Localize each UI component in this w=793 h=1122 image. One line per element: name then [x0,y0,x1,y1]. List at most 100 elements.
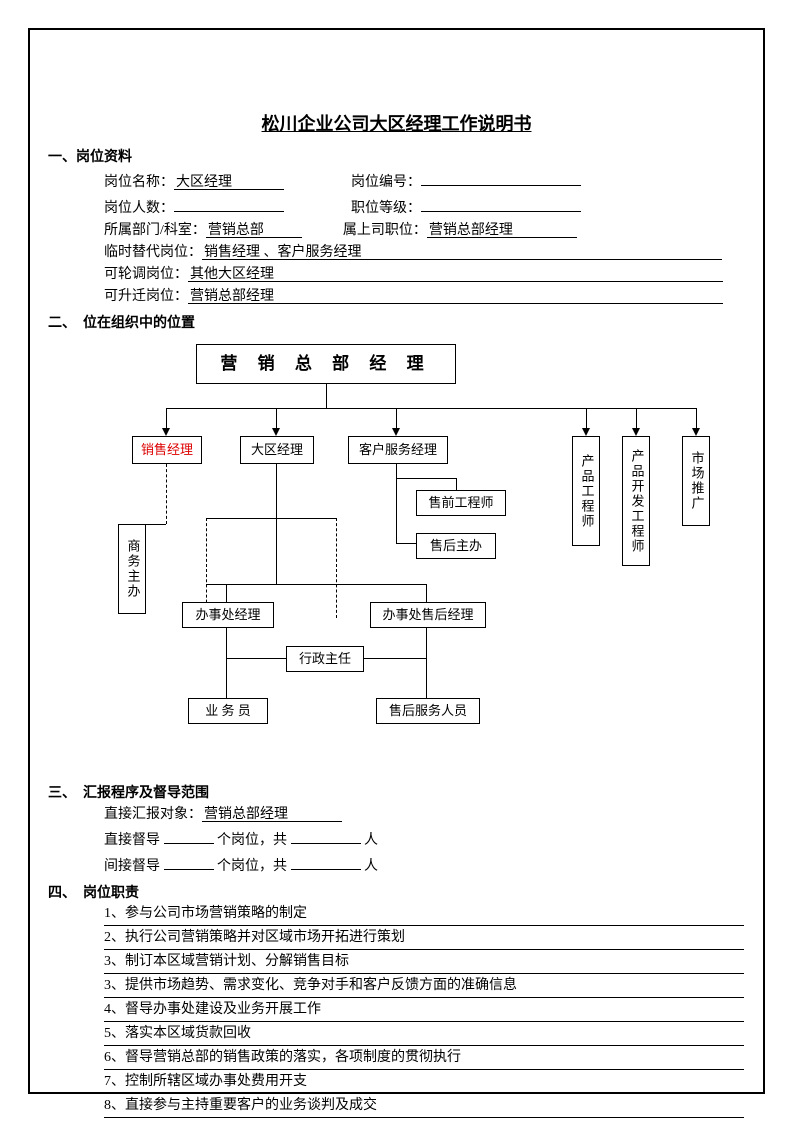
arrow-icon [392,428,400,436]
name-label: 岗位名称： [104,175,174,190]
blank [164,826,214,844]
line [206,518,276,519]
pos-unit: 个岗位，共 [217,859,287,874]
row-promote: 可升迁岗位：营销总部经理 [48,286,745,308]
node-aftersales-sup: 售后主办 [416,533,496,559]
node-presales: 售前工程师 [416,490,506,516]
line [326,384,327,408]
line [396,408,397,430]
section-2-head: 二、 位在组织中的位置 [48,312,745,332]
blank [291,852,361,870]
row-temp: 临时替代岗位：销售经理 、客户服务经理 [48,242,745,264]
org-chart: 营 销 总 部 经 理 销售经理 大区经理 客户服务经理 产品工程师 产品开发工 [96,338,736,778]
direct-to-label: 直接汇报对象： [104,807,202,822]
line [226,584,227,602]
line [426,628,427,658]
row-dept-boss: 所属部门/科室：营销总部 属上司职位：营销总部经理 [48,220,745,242]
row-rotate: 可轮调岗位：其他大区经理 [48,264,745,286]
line [206,584,426,585]
line [276,518,336,519]
duty-item: 3、提供市场趋势、需求变化、竞争对手和客户反馈方面的准确信息 [104,976,744,998]
node-prod-dev: 产品开发工程师 [622,436,650,566]
direct-to-value: 营销总部经理 [202,804,342,822]
page: 松川企业公司大区经理工作说明书 一、岗位资料 岗位名称：大区经理 岗位编号： 岗… [0,0,793,1122]
blank [164,852,214,870]
report-direct-sup: 直接督导 个岗位，共 人 [48,826,745,852]
rotate-label: 可轮调岗位： [104,267,188,282]
pos-unit: 个岗位，共 [217,833,287,848]
indirect-sup-label: 间接督导 [104,859,160,874]
duty-item: 2、执行公司营销策略并对区域市场开拓进行策划 [104,928,744,950]
promote-label: 可升迁岗位： [104,289,188,304]
line [396,478,397,543]
doc-title: 松川企业公司大区经理工作说明书 [48,110,745,136]
arrow-icon [162,428,170,436]
line [166,408,696,409]
temp-label: 临时替代岗位： [104,245,202,260]
count-label: 岗位人数： [104,201,174,216]
boss-value: 营销总部经理 [427,220,577,238]
line [276,408,277,430]
level-label: 职位等级： [351,201,421,216]
row-count-level: 岗位人数： 职位等级： [48,194,745,220]
node-office-mgr: 办事处经理 [182,602,274,628]
duty-item: 3、制订本区域营销计划、分解销售目标 [104,952,744,974]
arrow-icon [692,428,700,436]
duty-item: 7、控制所辖区域办事处费用开支 [104,1072,744,1094]
blank [291,826,361,844]
line [396,464,397,478]
code-label: 岗位编号： [351,175,421,190]
duty-list: 1、参与公司市场营销策略的制定 2、执行公司营销策略并对区域市场开拓进行策划 3… [48,904,745,1118]
person-unit: 人 [364,859,378,874]
promote-value: 营销总部经理 [188,286,723,304]
report-direct-to: 直接汇报对象：营销总部经理 [48,804,745,826]
line-dashed [336,518,337,618]
line [166,408,167,430]
dept-value: 营销总部 [206,220,302,238]
person-unit: 人 [364,833,378,848]
arrow-icon [272,428,280,436]
rotate-value: 其他大区经理 [188,264,723,282]
node-office-as-mgr: 办事处售后经理 [370,602,486,628]
duty-item: 5、落实本区域货款回收 [104,1024,744,1046]
line [226,658,227,698]
node-top: 营 销 总 部 经 理 [196,344,456,384]
node-cs-mgr: 客户服务经理 [348,436,448,464]
duty-item: 4、督导办事处建设及业务开展工作 [104,1000,744,1022]
node-admin: 行政主任 [286,646,364,672]
name-value: 大区经理 [174,172,284,190]
section-3-head: 三、 汇报程序及督导范围 [48,782,745,802]
line-dashed [166,464,167,524]
report-indirect-sup: 间接督导 个岗位，共 人 [48,852,745,878]
line [696,408,697,430]
content: 松川企业公司大区经理工作说明书 一、岗位资料 岗位名称：大区经理 岗位编号： 岗… [48,110,745,1120]
line [426,658,427,698]
node-marketing: 市场推广 [682,436,710,526]
code-value [421,168,581,186]
node-region-mgr: 大区经理 [240,436,314,464]
node-prod-eng: 产品工程师 [572,436,600,546]
line [226,658,286,659]
section-4-head: 四、 岗位职责 [48,882,745,902]
direct-sup-label: 直接督导 [104,833,160,848]
arrow-icon [582,428,590,436]
line [226,628,227,658]
dept-label: 所属部门/科室： [104,223,206,238]
line [276,464,277,584]
line [396,478,456,479]
line [456,478,457,490]
line [364,658,426,659]
count-value [174,194,284,212]
duty-item: 8、直接参与主持重要客户的业务谈判及成交 [104,1096,744,1118]
temp-value: 销售经理 、客户服务经理 [202,242,722,260]
duty-item: 6、督导营销总部的销售政策的落实，各项制度的贯彻执行 [104,1048,744,1070]
row-name-code: 岗位名称：大区经理 岗位编号： [48,168,745,194]
level-value [421,194,581,212]
line [636,408,637,430]
line [586,408,587,430]
line [426,584,427,602]
node-salesman: 业 务 员 [188,698,268,724]
duty-item: 1、参与公司市场营销策略的制定 [104,904,744,926]
arrow-icon [632,428,640,436]
node-as-staff: 售后服务人员 [376,698,480,724]
